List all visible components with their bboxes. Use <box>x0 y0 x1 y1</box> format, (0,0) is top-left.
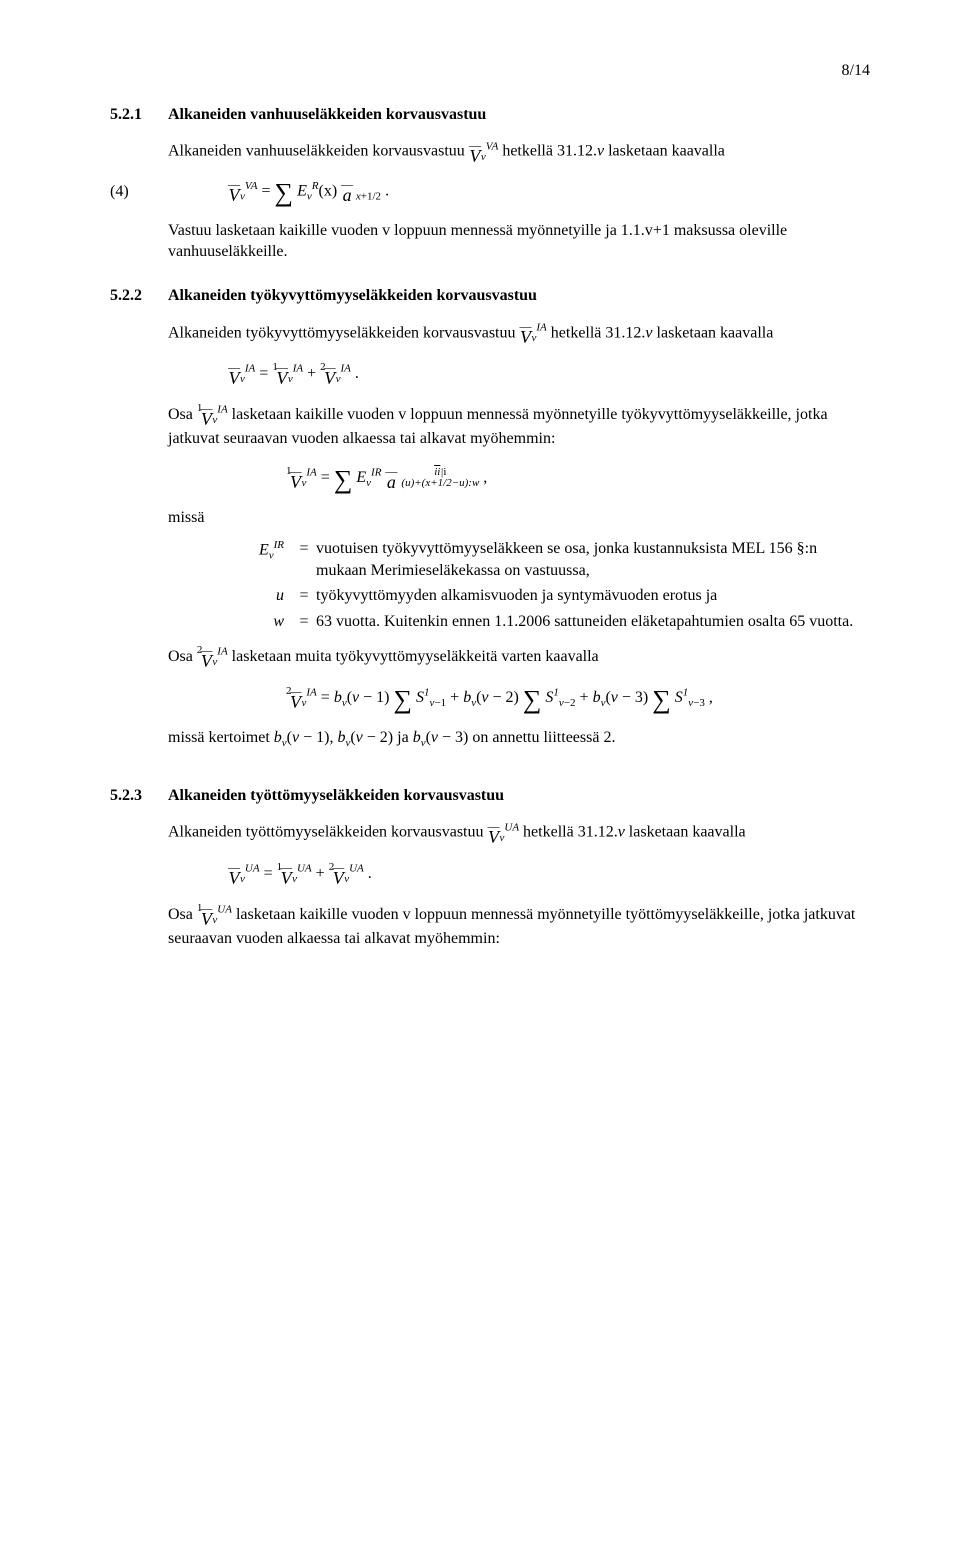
text: lasketaan kaikille vuoden v loppuun menn… <box>168 406 828 447</box>
heading-num: 5.2.1 <box>110 104 168 126</box>
s523-p1: Alkaneiden työttömyyseläkkeiden korvausv… <box>168 820 870 845</box>
heading-num: 5.2.3 <box>110 785 168 807</box>
math-vua: —VvUA <box>487 824 523 841</box>
text: lasketaan kaavalla <box>629 824 746 841</box>
math-v: v <box>618 824 625 841</box>
math-v: v <box>597 143 604 160</box>
text: hetkellä 31.12. <box>551 324 646 341</box>
equation-2via: 2—VvIA = bv(v − 1) ∑ S1v−1 + bv(v − 2) ∑… <box>110 684 870 713</box>
text: Osa <box>168 906 197 923</box>
heading-5-2-2: 5.2.2 Alkaneiden työkyvyttömyyseläkkeide… <box>110 285 870 307</box>
def-eir: EvIR = vuotuisen työkyvyttömyyseläkkeen … <box>228 538 870 581</box>
eq-body: —VvVA = ∑ EvR(x) —a x+1/2 . <box>228 179 389 206</box>
equation-ia-sum: —VvIA = 1—VvIA + 2—VvIA . <box>110 360 870 387</box>
text: lasketaan kaikille vuoden v loppuun menn… <box>168 906 855 947</box>
heading-5-2-3: 5.2.3 Alkaneiden työttömyyseläkkeiden ko… <box>110 785 870 807</box>
text: Alkaneiden työkyvyttömyyseläkkeiden korv… <box>168 324 519 341</box>
def-sym: u <box>228 585 292 607</box>
text: lasketaan kaavalla <box>657 324 774 341</box>
eq-body: 2—VvIA = bv(v − 1) ∑ S1v−1 + bv(v − 2) ∑… <box>286 684 713 713</box>
math-via: —VvIA <box>519 324 550 341</box>
equation-ua-sum: —VvUA = 1—VvUA + 2—VvUA . <box>110 860 870 887</box>
def-eq: = <box>292 585 316 607</box>
text: lasketaan muita työkyvyttömyyseläkkeitä … <box>232 648 599 665</box>
def-sym: EvIR <box>228 538 292 581</box>
heading-title: Alkaneiden työkyvyttömyyseläkkeiden korv… <box>168 285 537 307</box>
def-text: vuotuisen työkyvyttömyyseläkkeen se osa,… <box>316 538 870 581</box>
heading-title: Alkaneiden työttömyyseläkkeiden korvausv… <box>168 785 504 807</box>
text: Alkaneiden työttömyyseläkkeiden korvausv… <box>168 824 487 841</box>
math-1via: 1—VvIA <box>197 406 232 423</box>
text: hetkellä 31.12. <box>502 143 597 160</box>
eq-body: —VvUA = 1—VvUA + 2—VvUA . <box>228 860 372 887</box>
math-vva: —VvVA <box>469 143 503 160</box>
math-1vua: 1—VvUA <box>197 906 236 923</box>
def-sym: w <box>228 611 292 633</box>
eq-body: —VvIA = 1—VvIA + 2—VvIA . <box>228 360 359 387</box>
text: lasketaan kaavalla <box>608 143 725 160</box>
math-bv2: bv(v − 2) <box>337 729 393 746</box>
text: Alkaneiden vanhuuseläkkeiden korvausvast… <box>168 143 469 160</box>
s522-p4: missä kertoimet bv(v − 1), bv(v − 2) ja … <box>168 727 870 751</box>
s521-p2: Vastuu lasketaan kaikille vuoden v loppu… <box>168 220 870 263</box>
text: missä kertoimet <box>168 729 274 746</box>
eq-label: (4) <box>110 181 168 203</box>
s522-p1: Alkaneiden työkyvyttömyyseläkkeiden korv… <box>168 321 870 346</box>
heading-5-2-1: 5.2.1 Alkaneiden vanhuuseläkkeiden korva… <box>110 104 870 126</box>
math-bv3: bv(v − 3) <box>413 729 469 746</box>
missa-label: missä <box>168 507 870 529</box>
math-2via: 2—VvIA <box>197 648 232 665</box>
text: on annettu liitteessä 2. <box>472 729 615 746</box>
equation-4: (4) —VvVA = ∑ EvR(x) —a x+1/2 . <box>110 179 870 206</box>
def-text: työkyvyttömyyden alkamisvuoden ja syntym… <box>316 585 870 607</box>
text: hetkellä 31.12. <box>523 824 618 841</box>
def-w: w = 63 vuotta. Kuitenkin ennen 1.1.2006 … <box>228 611 870 633</box>
s521-p1: Alkaneiden vanhuuseläkkeiden korvausvast… <box>168 139 870 164</box>
heading-title: Alkaneiden vanhuuseläkkeiden korvausvast… <box>168 104 486 126</box>
s522-p2: Osa 1—VvIA lasketaan kaikille vuoden v l… <box>168 401 870 450</box>
text: Osa <box>168 648 197 665</box>
math-bv1: bv(v − 1) <box>274 729 330 746</box>
text: ja <box>397 729 413 746</box>
def-u: u = työkyvyttömyyden alkamisvuoden ja sy… <box>228 585 870 607</box>
def-eq: = <box>292 538 316 581</box>
text: Osa <box>168 406 197 423</box>
eq-body: 1—VvIA = ∑ EvIR —a ii|i(u)+(x+1/2−u):w , <box>286 464 487 493</box>
math-v: v <box>645 324 652 341</box>
s522-p3: Osa 2—VvIA lasketaan muita työkyvyttömyy… <box>168 643 870 670</box>
s523-p2: Osa 1—VvUA lasketaan kaikille vuoden v l… <box>168 901 870 950</box>
definitions: EvIR = vuotuisen työkyvyttömyyseläkkeen … <box>228 538 870 632</box>
def-text: 63 vuotta. Kuitenkin ennen 1.1.2006 satt… <box>316 611 870 633</box>
def-eq: = <box>292 611 316 633</box>
page-number: 8/14 <box>110 60 870 82</box>
equation-1via: 1—VvIA = ∑ EvIR —a ii|i(u)+(x+1/2−u):w , <box>110 464 870 493</box>
heading-num: 5.2.2 <box>110 285 168 307</box>
